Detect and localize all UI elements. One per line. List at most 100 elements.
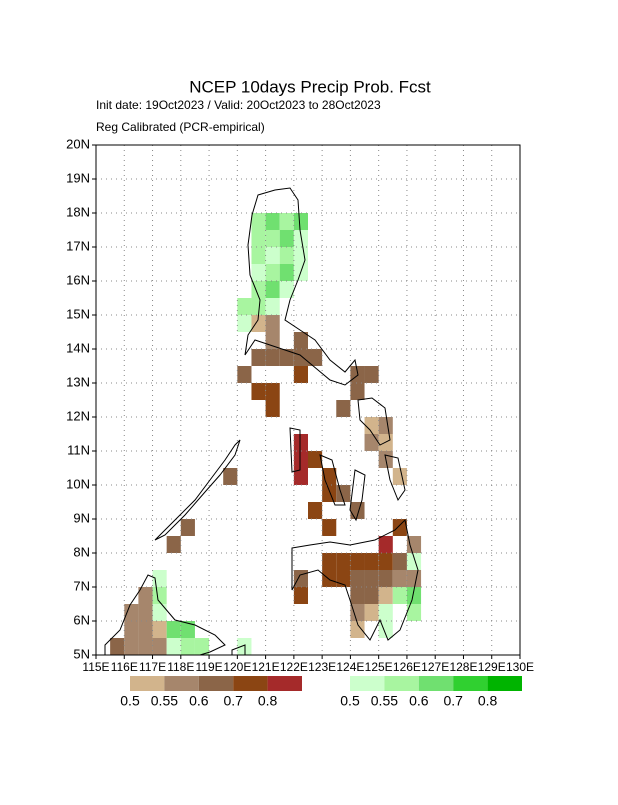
grid-cell	[194, 638, 210, 655]
grid-cell	[336, 400, 351, 417]
x-tick-label: 119E	[195, 660, 222, 674]
grid-cell	[364, 587, 379, 604]
coastline	[244, 187, 359, 386]
grid-cell	[251, 315, 266, 332]
grid-cell	[392, 553, 407, 570]
y-tick-label: 15N	[66, 306, 90, 321]
coastline	[291, 518, 419, 641]
grid-cell	[237, 638, 252, 655]
grid-cell	[392, 570, 407, 587]
grid-cell	[251, 383, 266, 400]
grid-cell	[237, 366, 252, 383]
colorbar-label: 0.6	[189, 693, 209, 709]
plot-frame	[95, 144, 521, 656]
grid-cell	[138, 587, 153, 604]
grid-cell	[364, 434, 379, 451]
y-tick-label: 18N	[66, 204, 90, 219]
grid-cell	[293, 349, 308, 366]
colorbar-label: 0.5	[120, 693, 140, 709]
grid-cell	[138, 604, 153, 621]
grid-cell	[279, 264, 294, 281]
colorbar-swatch	[350, 676, 385, 691]
colorbar-swatch	[198, 676, 234, 691]
grid-cell	[293, 332, 308, 349]
x-tick-label: 116E	[111, 660, 138, 674]
grid-cell	[166, 536, 181, 553]
x-tick-label: 123E	[308, 660, 336, 674]
grid-cell	[223, 468, 238, 485]
colorbar-swatch	[164, 676, 199, 691]
colorbar-swatch	[418, 676, 454, 691]
grid-cell	[152, 621, 167, 638]
colorbar-swatch	[267, 676, 302, 691]
colorbar-label: 0.7	[443, 693, 463, 709]
y-tick-label: 16N	[66, 272, 90, 287]
grid-cell	[293, 247, 308, 264]
subtitle: Init date: 19Oct2023 / Valid: 20Oct2023 …	[96, 98, 381, 112]
grid-cell	[110, 638, 125, 655]
coastline	[154, 439, 241, 541]
grid-cell	[350, 553, 365, 570]
grid-cell	[265, 383, 280, 400]
grid-cell	[308, 349, 323, 366]
legend: 0.5 0.55 0.6 0.7 0.8 0.5 0.55 0.6 0.7 0.8	[120, 676, 522, 709]
grid-cell	[364, 366, 379, 383]
grid-cell	[279, 281, 294, 298]
colorbar-swatch	[384, 676, 419, 691]
grid-cell	[279, 247, 294, 264]
grid-cell	[378, 417, 393, 434]
grid-cell	[279, 230, 294, 247]
y-tick-label: 8N	[73, 544, 90, 559]
y-tick-label: 11N	[67, 442, 90, 457]
y-tick-label: 13N	[66, 374, 90, 389]
x-tick-label: 127E	[421, 660, 449, 674]
colorbar-label: 0.55	[151, 693, 178, 709]
colorbar-swatch	[130, 676, 165, 691]
grid-cell	[180, 621, 195, 638]
x-tick-label: 118E	[167, 660, 194, 674]
grid-cell	[406, 570, 422, 587]
grid-cell	[406, 553, 422, 570]
grid-cell	[392, 468, 407, 485]
grid-cell	[406, 604, 422, 621]
grid-cell	[279, 349, 294, 366]
grid-cell	[378, 604, 393, 621]
y-tick-label: 20N	[66, 136, 90, 151]
x-tick-label: 115E	[82, 660, 109, 674]
y-tick-label: 12N	[66, 408, 90, 423]
y-tick-label: 19N	[66, 170, 90, 185]
grid-cell	[308, 502, 323, 519]
grid-cell	[336, 553, 351, 570]
grid-cell	[378, 553, 393, 570]
grid-cell	[265, 230, 280, 247]
grid-cell	[378, 536, 393, 553]
x-tick-label: 121E	[252, 660, 280, 674]
colorbar-label: 0.8	[478, 693, 498, 709]
grid-cell	[251, 230, 266, 247]
x-tick-label: 117E	[139, 660, 166, 674]
grid-cell	[293, 366, 308, 383]
grid-cell	[350, 502, 365, 519]
grid-cell	[279, 213, 294, 230]
grid-cell	[265, 400, 280, 417]
grid-cell	[124, 604, 139, 621]
grid-cell	[265, 298, 280, 315]
grid-cell	[152, 604, 167, 621]
x-tick-label: 130E	[506, 660, 534, 674]
grid-cell	[124, 638, 139, 655]
grid-cell	[124, 621, 139, 638]
grid-cell	[265, 213, 280, 230]
grid-cell	[265, 349, 280, 366]
colorbar-label: 0.55	[371, 693, 398, 709]
cells	[110, 213, 422, 655]
grid-cell	[237, 315, 252, 332]
colorbar-label: 0.7	[223, 693, 243, 709]
grid-cell	[364, 417, 379, 434]
colorbar-swatch	[453, 676, 488, 691]
grid-cell	[251, 281, 266, 298]
grid-cell	[251, 213, 266, 230]
y-tick-label: 10N	[66, 476, 90, 491]
grid-cell	[293, 451, 308, 468]
